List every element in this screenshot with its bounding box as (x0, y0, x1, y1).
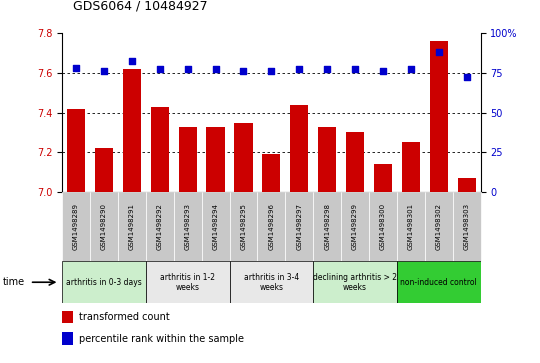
Point (462, 74, 471, 80)
Bar (374, 164, 392, 192)
Bar (369, 192, 397, 261)
Bar (201, 192, 229, 261)
Bar (179, 127, 197, 192)
Text: GSM1498289: GSM1498289 (73, 203, 79, 250)
Point (295, 66, 303, 72)
Text: GSM1498302: GSM1498302 (436, 203, 442, 250)
Point (183, 66, 192, 72)
Point (211, 66, 220, 72)
Bar (313, 261, 397, 303)
Bar (258, 192, 285, 261)
Bar (230, 261, 313, 303)
Text: GSM1498295: GSM1498295 (240, 203, 246, 250)
Point (407, 66, 415, 72)
Text: GSM1498294: GSM1498294 (213, 203, 219, 250)
Text: arthritis in 1-2
weeks: arthritis in 1-2 weeks (160, 273, 215, 292)
Text: non-induced control: non-induced control (400, 278, 477, 287)
Bar (206, 127, 225, 192)
Bar (453, 192, 481, 261)
Point (99, 68, 108, 74)
Bar (402, 143, 420, 192)
Text: GSM1498303: GSM1498303 (464, 203, 470, 250)
Text: GSM1498300: GSM1498300 (380, 203, 386, 250)
Bar (425, 192, 453, 261)
Text: percentile rank within the sample: percentile rank within the sample (79, 334, 244, 343)
Text: GSM1498297: GSM1498297 (296, 203, 302, 250)
Bar (341, 192, 369, 261)
Bar (430, 41, 448, 192)
Text: GSM1498290: GSM1498290 (101, 203, 107, 250)
Bar (397, 261, 481, 303)
Bar (290, 105, 308, 192)
Text: GSM1498293: GSM1498293 (185, 203, 191, 250)
Bar (90, 192, 118, 261)
Bar (95, 148, 113, 192)
Bar (230, 192, 258, 261)
Bar (62, 333, 72, 344)
Bar (457, 179, 476, 192)
Point (127, 58, 136, 64)
Bar (234, 123, 253, 192)
Bar (62, 311, 72, 323)
Bar (262, 155, 280, 192)
Bar (123, 69, 141, 192)
Text: GSM1498298: GSM1498298 (324, 203, 330, 250)
Text: arthritis in 3-4
weeks: arthritis in 3-4 weeks (244, 273, 299, 292)
Bar (285, 192, 313, 261)
Point (239, 68, 248, 74)
Text: transformed count: transformed count (79, 312, 170, 322)
Text: GSM1498292: GSM1498292 (157, 203, 163, 250)
Bar (146, 192, 174, 261)
Point (267, 68, 275, 74)
Point (72, 65, 80, 71)
Point (323, 66, 332, 72)
Bar (146, 261, 230, 303)
Point (434, 49, 443, 55)
Bar (318, 127, 336, 192)
Bar (151, 107, 169, 192)
Bar (397, 192, 425, 261)
Bar (174, 192, 201, 261)
Point (379, 68, 387, 74)
Text: time: time (3, 277, 25, 287)
Point (156, 66, 164, 72)
Bar (313, 192, 341, 261)
Bar (62, 261, 146, 303)
Text: GSM1498299: GSM1498299 (352, 203, 358, 250)
Point (351, 66, 360, 72)
Text: declining arthritis > 2
weeks: declining arthritis > 2 weeks (313, 273, 397, 292)
Bar (346, 132, 364, 192)
Text: arthritis in 0-3 days: arthritis in 0-3 days (66, 278, 142, 287)
Text: GDS6064 / 10484927: GDS6064 / 10484927 (73, 0, 207, 13)
Bar (67, 109, 85, 192)
Text: GSM1498296: GSM1498296 (268, 203, 274, 250)
Bar (62, 192, 90, 261)
Text: GSM1498301: GSM1498301 (408, 203, 414, 250)
Text: GSM1498291: GSM1498291 (129, 203, 135, 250)
Bar (118, 192, 146, 261)
